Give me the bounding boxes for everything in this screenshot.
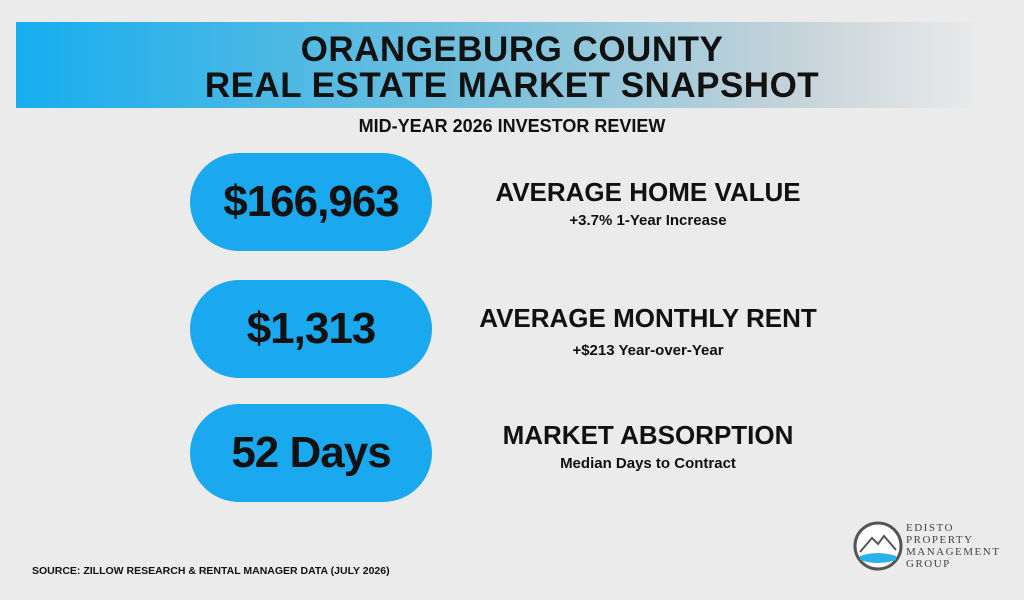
logo-text: GROUP: [906, 558, 951, 570]
header-banner: [16, 22, 986, 108]
title-line: REAL ESTATE MARKET SNAPSHOT: [204, 66, 820, 105]
stat-value: 52 Days: [190, 404, 432, 502]
logo-text: MANAGEMENT: [906, 546, 1001, 558]
stat-detail: +$213 Year-over-Year: [572, 342, 724, 359]
stat-value: $166,963: [190, 153, 432, 251]
source-note: SOURCE: ZILLOW RESEARCH & RENTAL MANAGER…: [32, 565, 390, 577]
logo-text: PROPERTY: [906, 534, 974, 546]
title-line: ORANGEBURG COUNTY: [300, 30, 724, 69]
stat-detail: Median Days to Contract: [560, 455, 736, 472]
stat-label: AVERAGE HOME VALUE: [495, 177, 801, 207]
logo-icon: [853, 521, 903, 571]
stat-value: $1,313: [190, 280, 432, 378]
subtitle: MID-YEAR 2026 INVESTOR REVIEW: [358, 116, 666, 136]
stat-label: AVERAGE MONTHLY RENT: [479, 303, 817, 333]
stat-label: MARKET ABSORPTION: [502, 420, 794, 450]
stat-detail: +3.7% 1-Year Increase: [569, 212, 727, 229]
logo-text: EDISTO: [906, 522, 954, 534]
